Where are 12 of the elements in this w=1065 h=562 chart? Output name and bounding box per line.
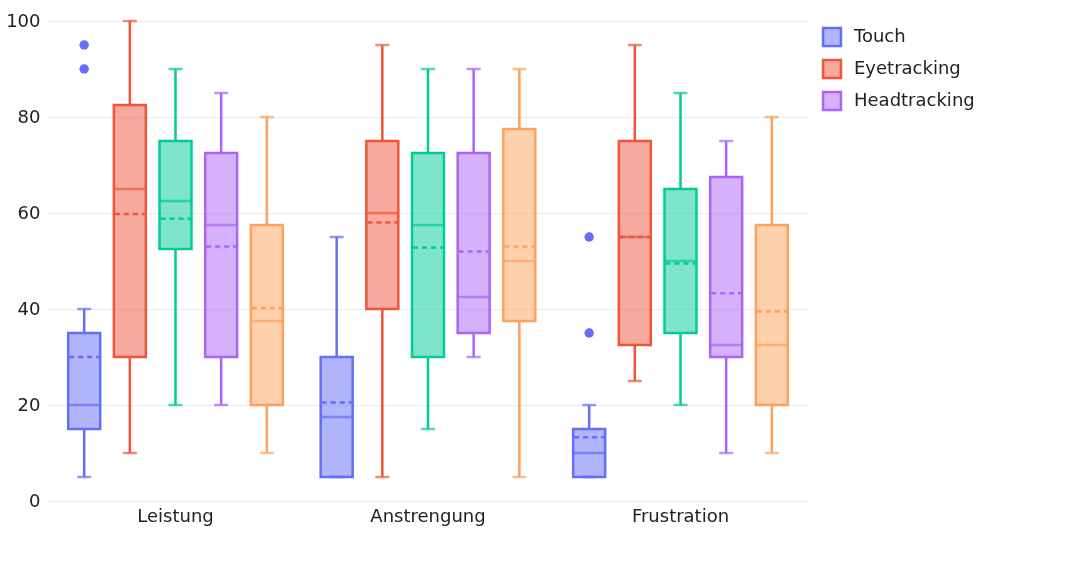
x-tick-label: Leistung [137, 504, 214, 526]
legend-label: Touch [853, 25, 906, 46]
x-tick-label: Frustration [631, 504, 730, 526]
legend-label: Eyetracking [854, 57, 961, 78]
y-tick-label: 40 [17, 297, 41, 319]
x-tick-label: Anstrengung [370, 504, 486, 526]
y-tick-label: 0 [29, 489, 41, 511]
y-tick-label: 20 [17, 393, 41, 415]
y-tick-label: 60 [17, 201, 41, 223]
y-tick-label: 100 [6, 9, 41, 31]
y-tick-label: 80 [17, 105, 41, 127]
legend-label: Headtracking [854, 89, 975, 110]
